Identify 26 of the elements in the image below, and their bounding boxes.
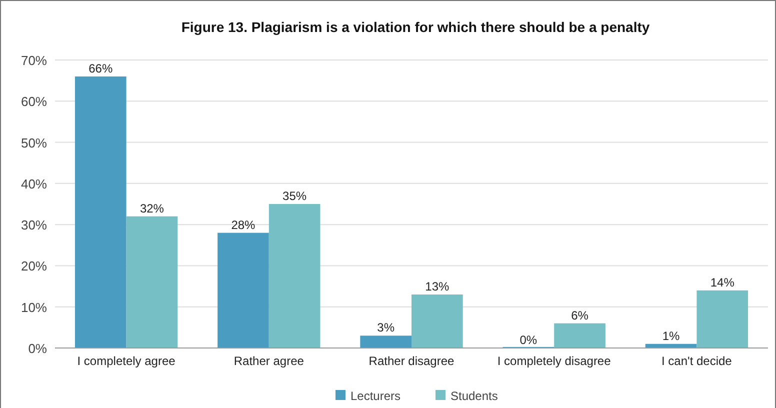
y-tick-label: 40% bbox=[20, 176, 48, 192]
legend-label: Lecturers bbox=[350, 389, 401, 403]
data-label: 28% bbox=[231, 218, 256, 232]
y-tick-label: 60% bbox=[20, 94, 48, 110]
y-tick-label: 50% bbox=[20, 135, 48, 150]
y-tick-label: 10% bbox=[20, 300, 48, 315]
data-label: 35% bbox=[282, 189, 307, 203]
y-tick-label: 30% bbox=[20, 218, 48, 233]
y-tick-label: 20% bbox=[20, 258, 48, 274]
data-label: 3% bbox=[377, 320, 395, 335]
legend-label: Students bbox=[450, 389, 498, 403]
x-tick-label: I can't decide bbox=[662, 354, 732, 368]
x-tick-label: I completely disagree bbox=[497, 354, 612, 368]
data-label: 32% bbox=[140, 201, 164, 216]
data-label: 6% bbox=[571, 308, 589, 322]
data-label: 13% bbox=[425, 280, 450, 294]
y-tick-label: 0% bbox=[28, 341, 48, 356]
data-label: 66% bbox=[88, 61, 113, 76]
x-tick-label: I completely agree bbox=[77, 354, 176, 368]
x-tick-label: Rather agree bbox=[234, 354, 304, 368]
y-tick-label: 70% bbox=[20, 53, 48, 68]
data-label: 0% bbox=[520, 333, 538, 347]
chart-title: Figure 13. Plagiarism is a violation for which there should be a penalty bbox=[181, 19, 650, 35]
data-label: 1% bbox=[662, 328, 680, 343]
data-label: 14% bbox=[710, 275, 735, 290]
x-tick-label: Rather disagree bbox=[368, 354, 455, 368]
